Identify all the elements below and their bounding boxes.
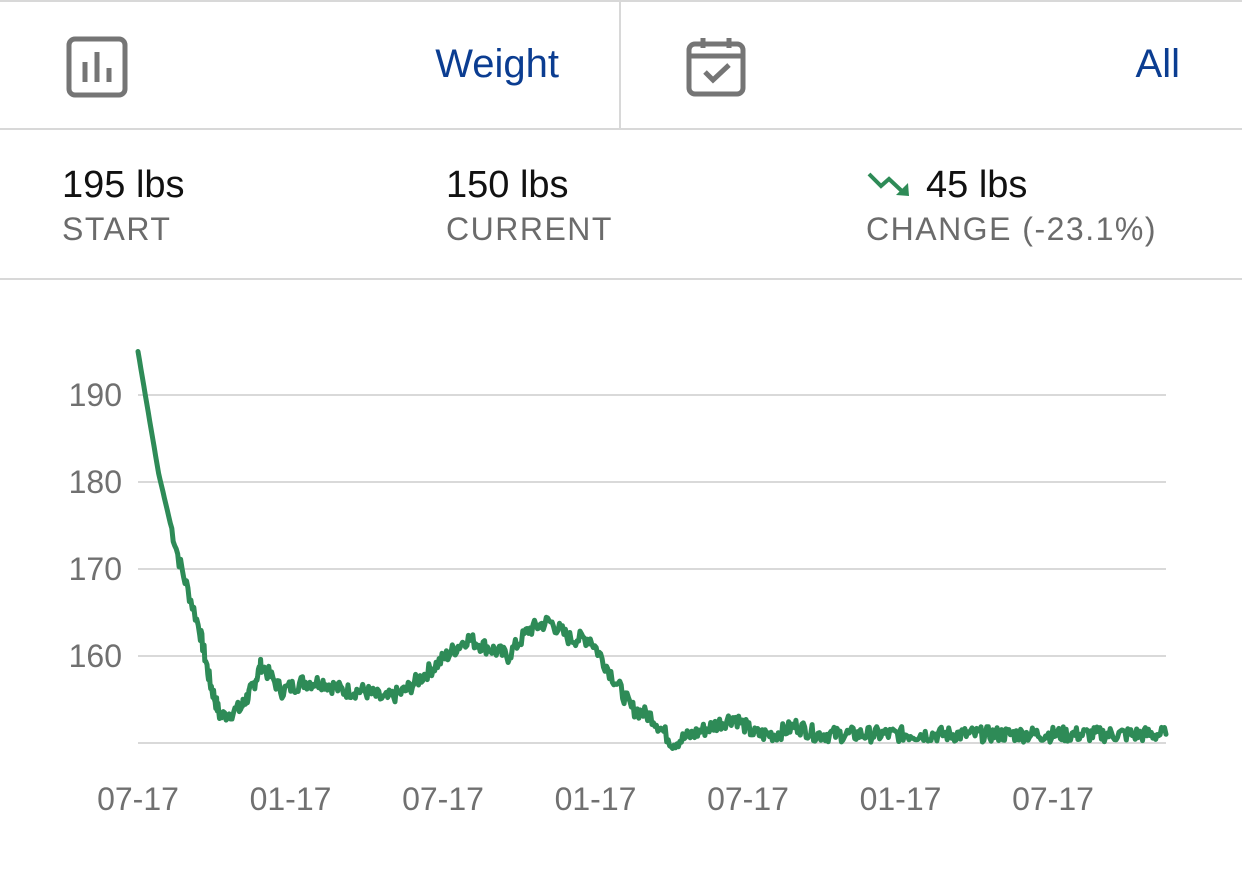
x-axis-labels: 07-17 01-17 07-17 01-17 07-17 01-17 07-17 (97, 781, 1094, 817)
chart-svg: 190 180 170 160 07-17 01-17 07-17 01-17 07-17 01… (69, 349, 1169, 817)
change-value: 45 lbs (926, 164, 1028, 206)
top-segment-bar: Weight All (0, 0, 1242, 130)
segment-divider (619, 2, 621, 130)
x-tick-label: 01-17 (555, 781, 637, 817)
y-tick-label: 170 (69, 551, 122, 587)
metric-label: Weight (435, 42, 559, 86)
stat-start: 195 lbs START (62, 164, 185, 248)
change-label: CHANGE (-23.1%) (866, 211, 1157, 247)
stat-change: 45 lbs CHANGE (-23.1%) (866, 164, 1157, 248)
y-tick-label: 160 (69, 638, 122, 674)
current-value: 150 lbs (446, 164, 569, 206)
y-tick-label: 180 (69, 464, 122, 500)
weight-chart: 190 180 170 160 07-17 01-17 07-17 01-17 07-17 01… (0, 282, 1242, 877)
change-row: 45 lbs (866, 164, 1157, 207)
x-tick-label: 01-17 (250, 781, 332, 817)
start-label: START (62, 211, 172, 247)
stat-current: 150 lbs CURRENT (446, 164, 613, 248)
x-tick-label: 07-17 (402, 781, 484, 817)
stats-row: 195 lbs START 150 lbs CURRENT 45 lbs CHA… (0, 130, 1242, 280)
trend-down-icon (867, 172, 909, 196)
chart-grid (138, 394, 1166, 744)
x-tick-label: 01-17 (860, 781, 942, 817)
bar-chart-icon (66, 36, 128, 98)
x-tick-label: 07-17 (707, 781, 789, 817)
start-value: 195 lbs (62, 164, 185, 206)
x-tick-label: 07-17 (1012, 781, 1094, 817)
y-axis-labels: 190 180 170 160 (69, 377, 122, 674)
weight-series-line (135, 349, 1169, 751)
metric-selector[interactable]: Weight (0, 2, 619, 130)
date-range-selector[interactable]: All (621, 2, 1242, 130)
x-tick-label: 07-17 (97, 781, 179, 817)
calendar-check-icon (686, 38, 746, 97)
current-label: CURRENT (446, 211, 613, 247)
y-tick-label: 190 (69, 377, 122, 413)
range-label: All (1135, 42, 1180, 86)
